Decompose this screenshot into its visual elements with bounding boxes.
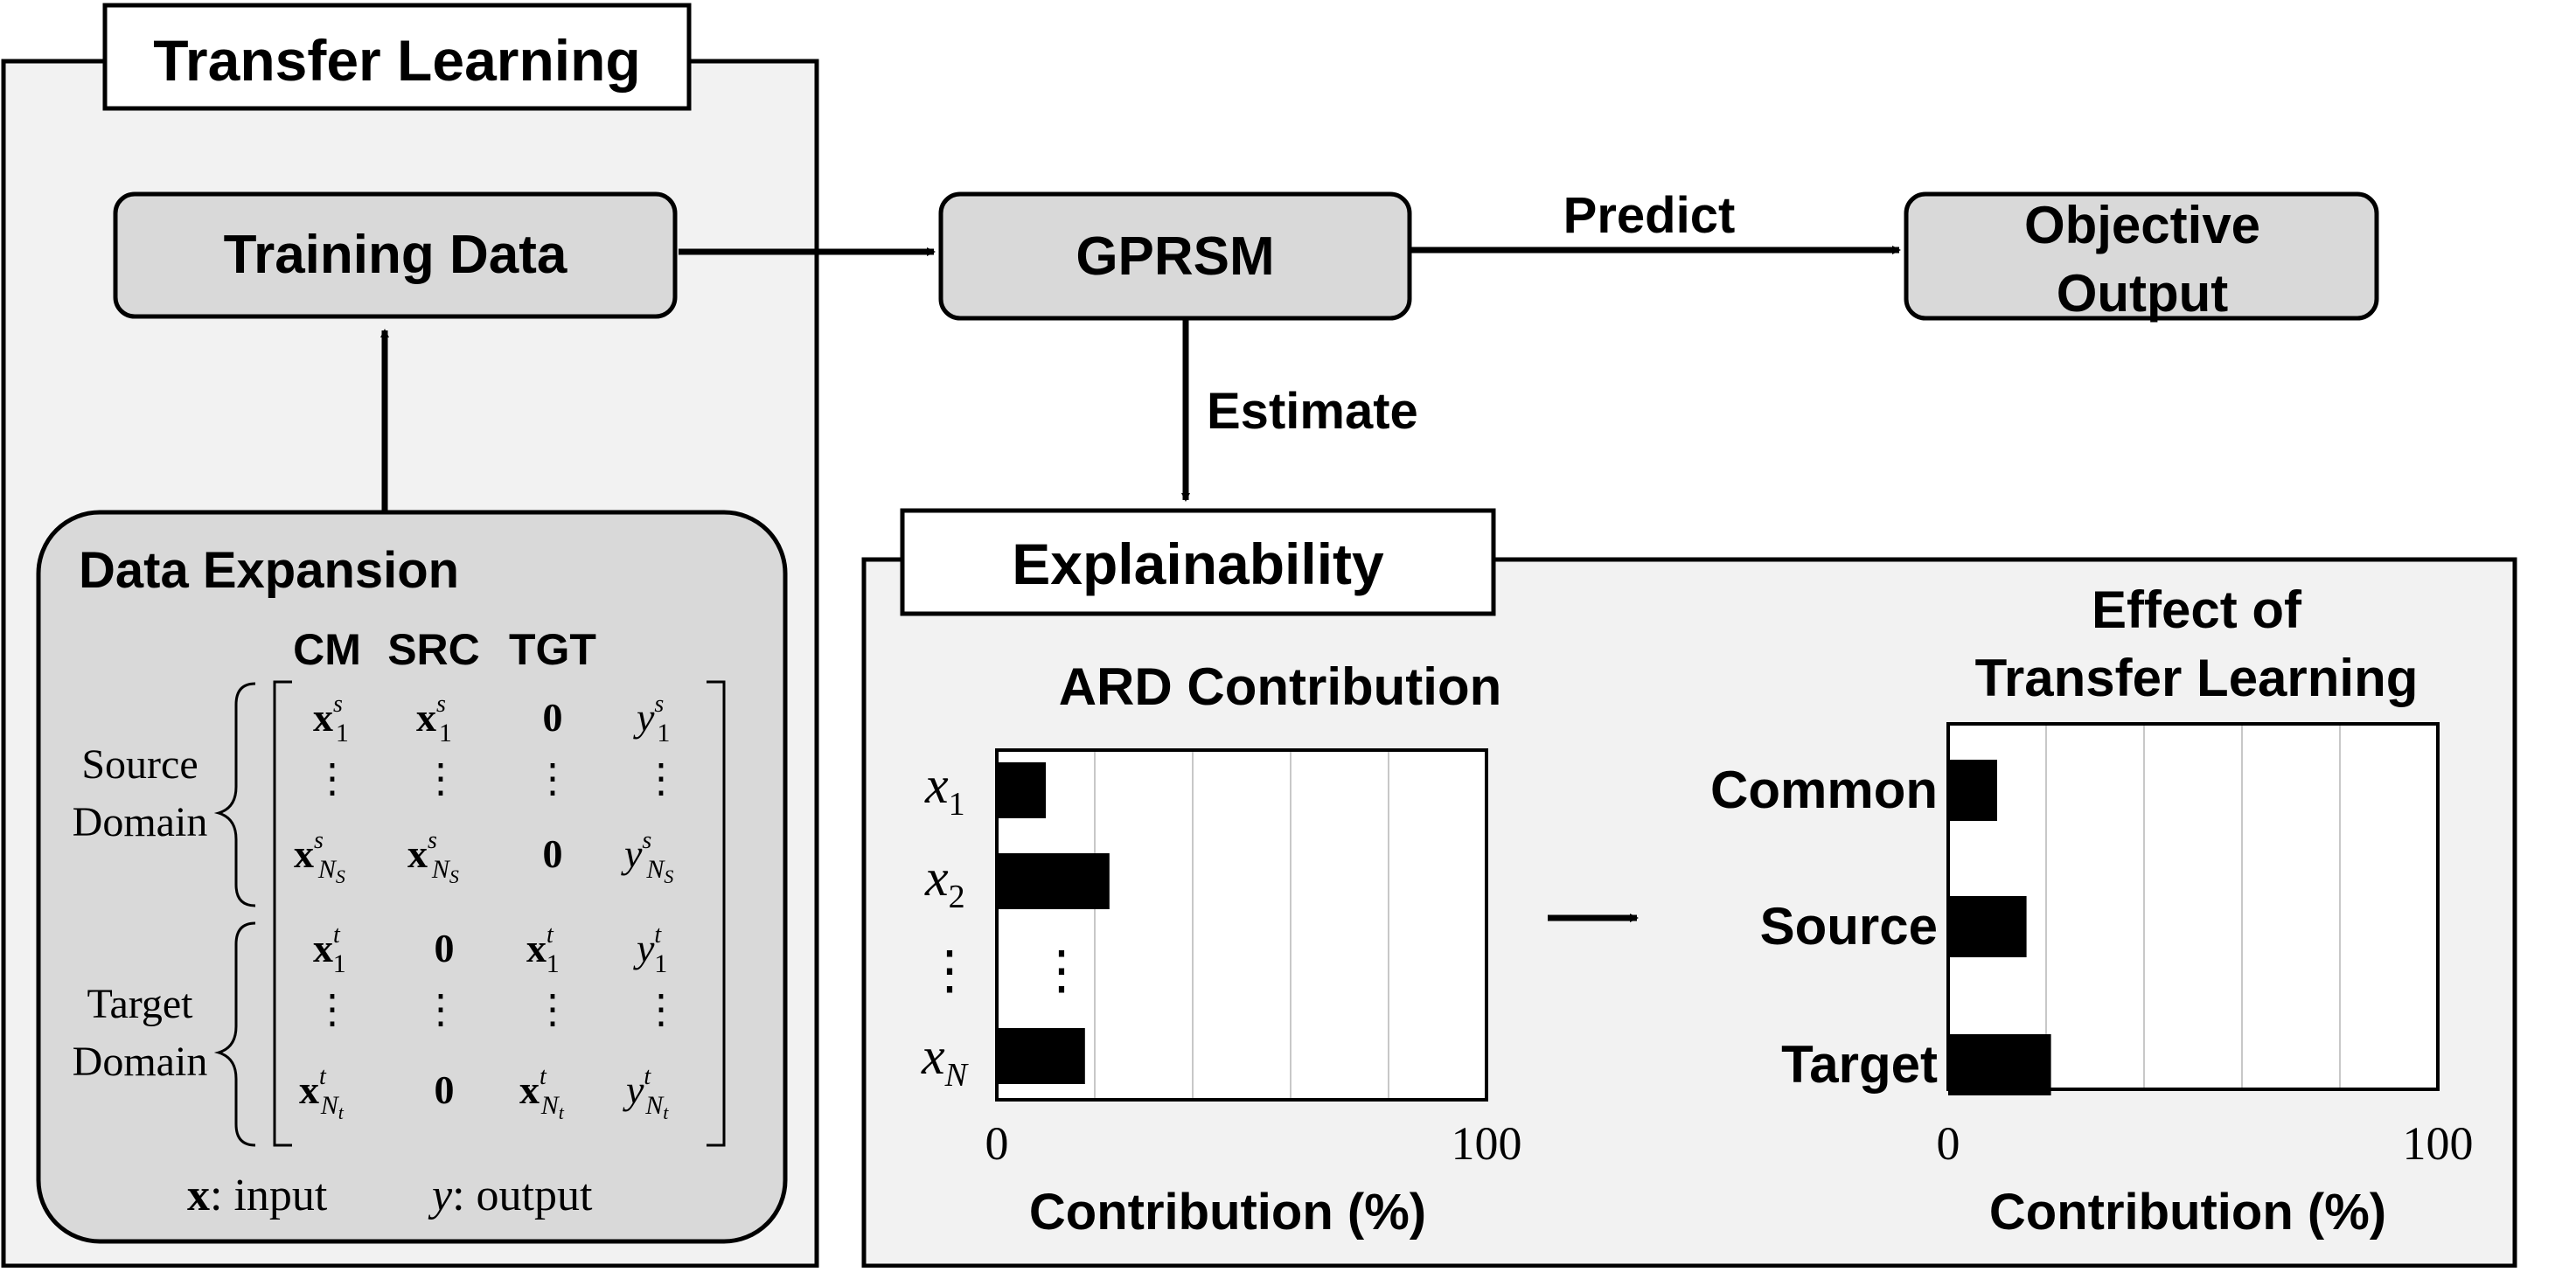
matrix-target-row-1: xt 1 0 xt 1 yt 1 <box>313 921 667 978</box>
training-data-node[interactable] <box>113 191 678 319</box>
data-expansion-box <box>36 510 788 1244</box>
transfer-learning-title: Transfer Learning <box>153 28 641 93</box>
svg-text:xt1: xt 1 <box>526 921 560 978</box>
explainability-title-box <box>900 508 1496 616</box>
ard-frame <box>995 748 1488 1102</box>
data-expansion-title: Data Expansion <box>79 542 459 599</box>
effect-bar-source <box>1948 896 2027 957</box>
ard-chart <box>995 748 1488 1102</box>
matrix-target-row-n: xt Nt 0 xt Nt yt Nt <box>299 1063 669 1123</box>
target-domain-label-1: Target <box>87 981 193 1027</box>
svg-text:⋮: ⋮ <box>641 756 681 801</box>
svg-text:⋮: ⋮ <box>312 987 352 1032</box>
legend-input: x: input <box>187 1171 328 1220</box>
ard-tick-max: 100 <box>1452 1117 1522 1170</box>
ard-label-vdots: ⋮ <box>923 942 976 999</box>
target-domain-brace <box>213 921 256 1147</box>
gprsm-label: GPRSM <box>1076 226 1274 287</box>
ard-plot-vdots: ⋮ <box>1035 942 1088 999</box>
ard-bar-x1 <box>997 762 1046 818</box>
target-domain-label-2: Domain <box>73 1039 208 1085</box>
ard-label-xn: xN <box>921 1027 970 1094</box>
matrix-right-bracket <box>707 680 726 1147</box>
explainability-title: Explainability <box>1012 532 1384 596</box>
gprsm-node[interactable] <box>938 191 1412 321</box>
matrix-left-bracket <box>273 680 292 1147</box>
svg-text:⋮: ⋮ <box>421 756 461 801</box>
ard-label-x2: x2 <box>924 849 965 915</box>
svg-text:ys1: ys 1 <box>633 691 670 747</box>
col-header-src: SRC <box>387 625 480 674</box>
legend-output: y: output <box>428 1171 593 1220</box>
ard-x-axis-label: Contribution (%) <box>1029 1184 1426 1241</box>
ard-tick-min: 0 <box>985 1117 1009 1170</box>
svg-text:⋮: ⋮ <box>312 756 352 801</box>
training-data-label: Training Data <box>224 225 567 285</box>
transfer-learning-title-box <box>102 3 692 111</box>
svg-text:0: 0 <box>435 926 455 970</box>
svg-text:yt1: yt 1 <box>633 921 667 978</box>
effect-category-label-source: Source <box>1760 897 1938 956</box>
estimate-label: Estimate <box>1207 383 1418 440</box>
matrix-target-vdots: ⋮ ⋮ ⋮ ⋮ <box>312 987 681 1032</box>
matrix-source-row-1: xs 1 xs 1 0 ys 1 <box>313 691 670 747</box>
ard-chart-title: ARD Contribution <box>1059 657 1502 716</box>
predict-label: Predict <box>1563 187 1736 244</box>
effect-chart-title-1: Effect of <box>2092 580 2302 639</box>
matrix-source-row-n: xs NS xs NS 0 ys NS <box>294 827 673 887</box>
effect-category-label-common: Common <box>1710 761 1938 819</box>
matrix-source-vdots: ⋮ ⋮ ⋮ ⋮ <box>312 756 681 801</box>
effect-tick-max: 100 <box>2403 1117 2474 1170</box>
svg-text:⋮: ⋮ <box>421 987 461 1032</box>
source-domain-label-1: Source <box>81 741 198 788</box>
svg-text:0: 0 <box>543 695 563 740</box>
svg-text:⋮: ⋮ <box>533 756 573 801</box>
effect-chart: Common Source Target <box>1710 722 2440 1095</box>
effect-tick-min: 0 <box>1937 1117 1960 1170</box>
effect-bar-target <box>1948 1034 2051 1095</box>
ard-bar-x2 <box>997 853 1110 909</box>
svg-text:xs1: xs 1 <box>313 691 349 747</box>
svg-text:0: 0 <box>543 831 563 876</box>
effect-frame <box>1946 722 2440 1091</box>
svg-text:xs1: xs 1 <box>416 691 452 747</box>
ard-bar-xn <box>997 1028 1085 1084</box>
effect-chart-title-2: Transfer Learning <box>1975 649 2419 707</box>
source-domain-brace <box>213 682 256 907</box>
effect-bar-common <box>1948 760 1997 821</box>
effect-category-label-target: Target <box>1781 1035 1938 1094</box>
svg-text:0: 0 <box>435 1067 455 1112</box>
source-domain-label-2: Domain <box>73 799 208 845</box>
col-header-tgt: TGT <box>509 625 596 674</box>
svg-text:xt1: xt 1 <box>313 921 346 978</box>
objective-output-node[interactable] <box>1904 191 2379 321</box>
objective-output-label-2: Output <box>2057 264 2229 323</box>
effect-x-axis-label: Contribution (%) <box>1989 1184 2386 1241</box>
svg-text:⋮: ⋮ <box>533 987 573 1032</box>
ard-label-x1: x1 <box>924 756 965 823</box>
svg-text:⋮: ⋮ <box>641 987 681 1032</box>
objective-output-label-1: Objective <box>2024 196 2260 254</box>
col-header-cm: CM <box>293 625 361 674</box>
